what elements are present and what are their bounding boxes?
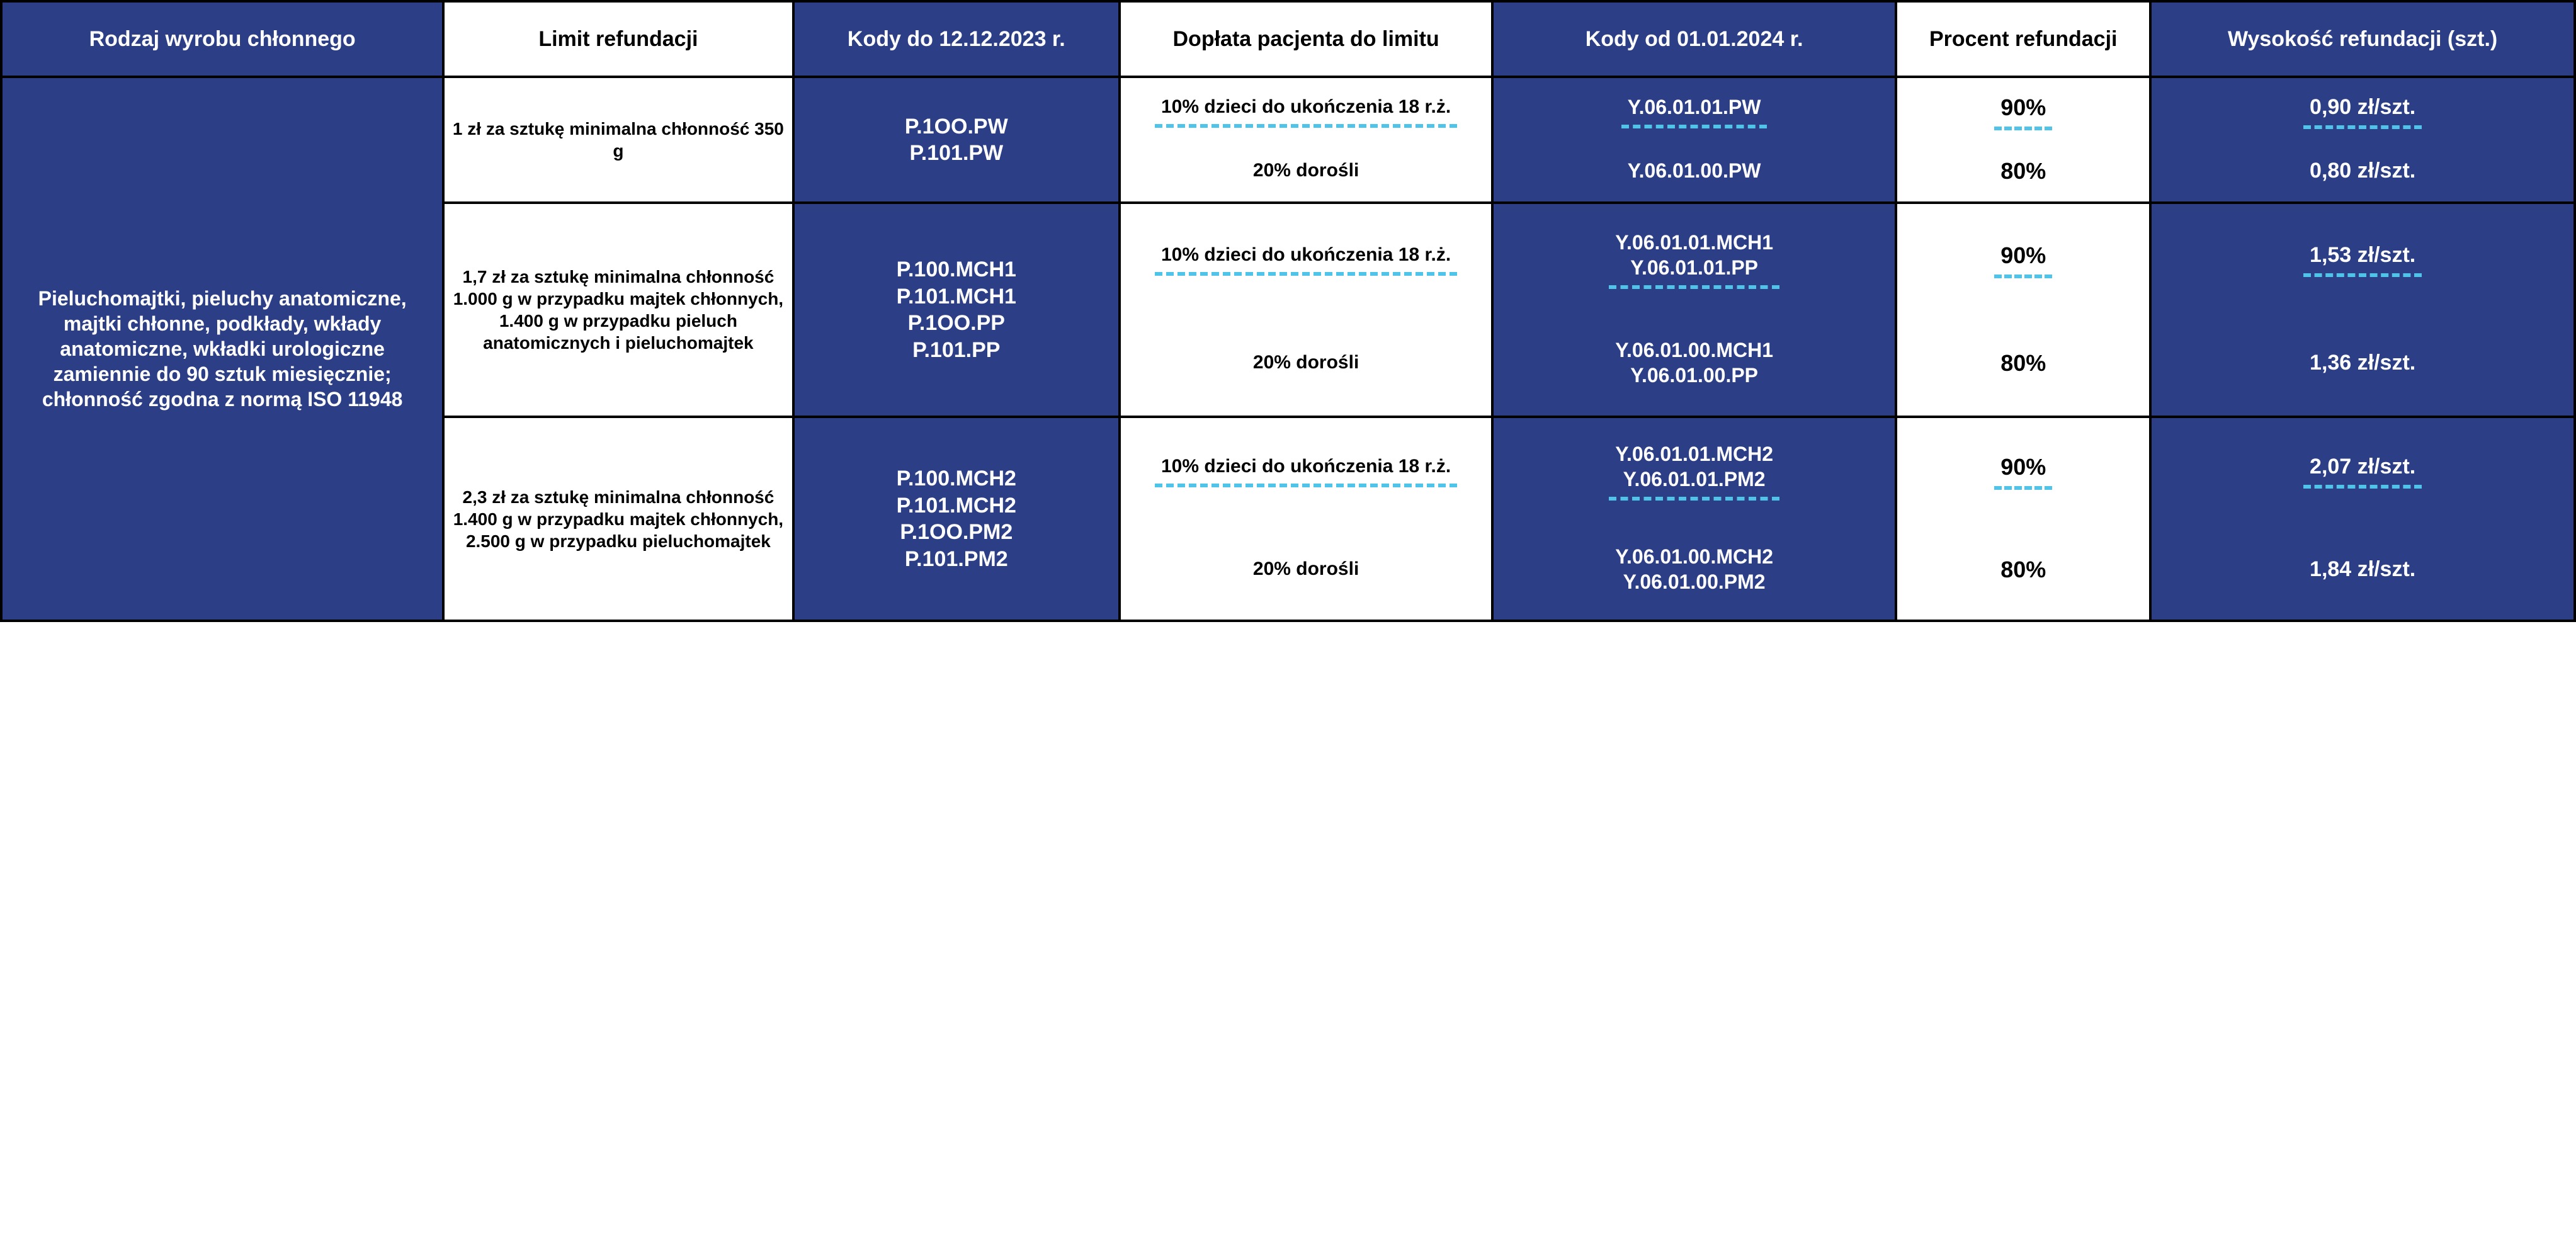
- g1-amount: 0,90 zł/szt. 0,80 zł/szt.: [2152, 78, 2573, 204]
- g1-codes-new: Y.06.01.01.PW Y.06.01.00.PW: [1494, 78, 1897, 204]
- g2-codes-new: Y.06.01.01.MCH1 Y.06.01.01.PP Y.06.01.00…: [1494, 204, 1897, 418]
- g3-amount: 2,07 zł/szt. 1,84 zł/szt.: [2152, 418, 2573, 620]
- g1-copay-adult: 20% dorośli: [1155, 154, 1457, 188]
- g1-copay-child: 10% dzieci do ukończenia 18 r.ż.: [1155, 90, 1457, 128]
- header-product-type: Rodzaj wyrobu chłonnego: [3, 3, 445, 78]
- g2-copay-adult: 20% dorośli: [1155, 346, 1457, 380]
- g3-limit: 2,3 zł za sztukę minimalna chłonność 1.4…: [445, 418, 794, 620]
- g3-copay-child: 10% dzieci do ukończenia 18 r.ż.: [1155, 450, 1457, 487]
- g2-limit: 1,7 zł za sztukę minimalna chłonność 1.0…: [445, 204, 794, 418]
- g2-code-new-adult: Y.06.01.00.MCH1 Y.06.01.00.PP: [1609, 332, 1779, 393]
- g3-code-new-child: Y.06.01.01.MCH2 Y.06.01.01.PM2: [1609, 436, 1779, 501]
- g1-amt-child: 0,90 zł/szt.: [2303, 89, 2422, 130]
- g3-code-new-adult-1: Y.06.01.00.MCH2: [1615, 544, 1773, 569]
- reimbursement-table: Rodzaj wyrobu chłonnego Limit refundacji…: [0, 0, 2576, 622]
- header-percent: Procent refundacji: [1897, 3, 2152, 78]
- header-codes-new: Kody od 01.01.2024 r.: [1494, 3, 1897, 78]
- g1-limit: 1 zł za sztukę minimalna chłonność 350 g: [445, 78, 794, 204]
- header-copay: Dopłata pacjenta do limitu: [1121, 3, 1494, 78]
- g1-code-new-child: Y.06.01.01.PW: [1621, 89, 1767, 128]
- g2-code-old-4: P.101.PP: [912, 337, 1000, 364]
- g3-code-old-3: P.1OO.PM2: [900, 519, 1013, 546]
- g3-code-new-child-2: Y.06.01.01.PM2: [1623, 467, 1766, 492]
- g3-amt-child: 2,07 zł/szt.: [2303, 448, 2422, 489]
- header-limit: Limit refundacji: [445, 3, 794, 78]
- g2-code-new-child: Y.06.01.01.MCH1 Y.06.01.01.PP: [1609, 225, 1779, 289]
- g2-pct-adult: 80%: [1994, 344, 2052, 382]
- g3-copay-adult: 20% dorośli: [1155, 552, 1457, 586]
- g3-codes-old: P.100.MCH2 P.101.MCH2 P.1OO.PM2 P.101.PM…: [795, 418, 1121, 620]
- g1-code-old-2: P.101.PW: [909, 140, 1003, 167]
- g2-amt-adult: 1,36 zł/szt.: [2303, 344, 2422, 382]
- g2-copay: 10% dzieci do ukończenia 18 r.ż. 20% dor…: [1121, 204, 1494, 418]
- g1-code-old-1: P.1OO.PW: [905, 113, 1008, 140]
- g2-code-old-1: P.100.MCH1: [897, 256, 1016, 283]
- g3-copay: 10% dzieci do ukończenia 18 r.ż. 20% dor…: [1121, 418, 1494, 620]
- g1-percent: 90% 80%: [1897, 78, 2152, 204]
- g2-code-old-2: P.101.MCH1: [897, 283, 1016, 310]
- g2-codes-old: P.100.MCH1 P.101.MCH1 P.1OO.PP P.101.PP: [795, 204, 1121, 418]
- g2-code-new-child-2: Y.06.01.01.PP: [1630, 255, 1758, 280]
- g3-code-new-adult: Y.06.01.00.MCH2 Y.06.01.00.PM2: [1609, 539, 1779, 599]
- g2-code-new-adult-2: Y.06.01.00.PP: [1630, 363, 1758, 388]
- header-codes-old: Kody do 12.12.2023 r.: [795, 3, 1121, 78]
- g2-amount: 1,53 zł/szt. 1,36 zł/szt.: [2152, 204, 2573, 418]
- g3-code-old-1: P.100.MCH2: [897, 465, 1016, 492]
- g2-pct-child: 90%: [1994, 236, 2052, 278]
- g1-pct-adult: 80%: [1994, 152, 2052, 190]
- g2-code-new-adult-1: Y.06.01.00.MCH1: [1615, 337, 1773, 363]
- g1-pct-child: 90%: [1994, 88, 2052, 130]
- g1-codes-old: P.1OO.PW P.101.PW: [795, 78, 1121, 204]
- g1-copay: 10% dzieci do ukończenia 18 r.ż. 20% dor…: [1121, 78, 1494, 204]
- g3-pct-child: 90%: [1994, 448, 2052, 490]
- g2-copay-child: 10% dzieci do ukończenia 18 r.ż.: [1155, 238, 1457, 276]
- g3-code-old-2: P.101.MCH2: [897, 492, 1016, 519]
- g3-pct-adult: 80%: [1994, 550, 2052, 589]
- g3-codes-new: Y.06.01.01.MCH2 Y.06.01.01.PM2 Y.06.01.0…: [1494, 418, 1897, 620]
- g3-amt-adult: 1,84 zł/szt.: [2303, 551, 2422, 588]
- g1-amt-adult: 0,80 zł/szt.: [2303, 152, 2422, 190]
- g2-code-old-3: P.1OO.PP: [908, 310, 1005, 337]
- header-amount: Wysokość refundacji (szt.): [2152, 3, 2573, 78]
- g2-amt-child: 1,53 zł/szt.: [2303, 237, 2422, 278]
- g3-code-old-4: P.101.PM2: [905, 546, 1008, 573]
- g2-percent: 90% 80%: [1897, 204, 2152, 418]
- g1-code-new-adult: Y.06.01.00.PW: [1621, 153, 1767, 188]
- g2-code-new-child-1: Y.06.01.01.MCH1: [1615, 230, 1773, 255]
- g3-code-new-child-1: Y.06.01.01.MCH2: [1615, 441, 1773, 467]
- row-product-type: Pieluchomajtki, pieluchy anatomiczne, ma…: [3, 78, 445, 620]
- g3-code-new-adult-2: Y.06.01.00.PM2: [1623, 569, 1766, 594]
- g3-percent: 90% 80%: [1897, 418, 2152, 620]
